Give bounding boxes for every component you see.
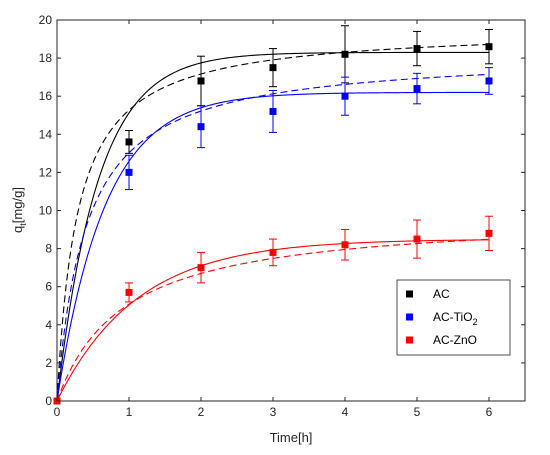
- x-tick-label: 0: [54, 405, 61, 419]
- x-tick-label: 4: [342, 405, 349, 419]
- data-point-ac-zno: [413, 235, 421, 243]
- y-axis-label: qt[mg/g]: [10, 187, 28, 233]
- y-tick-label: 18: [39, 51, 53, 65]
- data-point-ac-tio2: [413, 85, 421, 93]
- data-point-ac-tio2: [269, 107, 277, 115]
- data-point-ac-zno: [485, 229, 493, 237]
- y-tick-label: 16: [39, 89, 53, 103]
- x-tick-label: 6: [486, 405, 493, 419]
- data-point-ac: [269, 64, 277, 72]
- data-point-ac-tio2: [125, 168, 133, 176]
- data-point-ac-zno: [125, 288, 133, 296]
- y-tick-label: 8: [45, 242, 52, 256]
- y-tick-label: 12: [39, 165, 53, 179]
- x-tick-label: 1: [126, 405, 133, 419]
- legend-label-ac-tio2: AC-TiO2: [433, 310, 478, 327]
- data-point-ac-tio2: [197, 123, 205, 131]
- data-point-ac: [197, 77, 205, 85]
- legend: AC AC-TiO2 AC-ZnO: [396, 279, 511, 356]
- legend-swatch-ac: [406, 290, 413, 298]
- legend-label-ac-zno: AC-ZnO: [433, 333, 477, 347]
- y-tick-label: 14: [39, 127, 53, 141]
- y-tick-label: 0: [45, 394, 52, 408]
- y-tick-label: 10: [39, 204, 53, 218]
- data-point-ac: [341, 50, 349, 58]
- y-tick-label: 6: [45, 280, 52, 294]
- data-point-ac: [485, 43, 493, 51]
- data-point-ac-tio2: [341, 92, 349, 100]
- data-markers: [53, 25, 493, 405]
- data-point-ac-zno: [269, 248, 277, 256]
- legend-label-ac: AC: [433, 287, 450, 301]
- y-tick-label: 20: [39, 13, 53, 27]
- y-tick-label: 2: [45, 356, 52, 370]
- x-tick-label: 5: [414, 405, 421, 419]
- data-point-ac-zno: [341, 241, 349, 249]
- legend-swatch-ac-tio2: [406, 313, 413, 321]
- data-point-ac: [125, 138, 133, 146]
- x-axis-label: Time[h]: [270, 430, 313, 445]
- data-point-ac-tio2: [485, 77, 493, 85]
- x-tick-label: 3: [270, 405, 277, 419]
- x-tick-label: 2: [198, 405, 205, 419]
- legend-box: [396, 279, 511, 356]
- data-point-ac: [413, 45, 421, 53]
- data-point-ac-zno: [197, 264, 205, 272]
- legend-swatch-ac-zno: [406, 336, 413, 344]
- y-tick-label: 4: [45, 318, 52, 332]
